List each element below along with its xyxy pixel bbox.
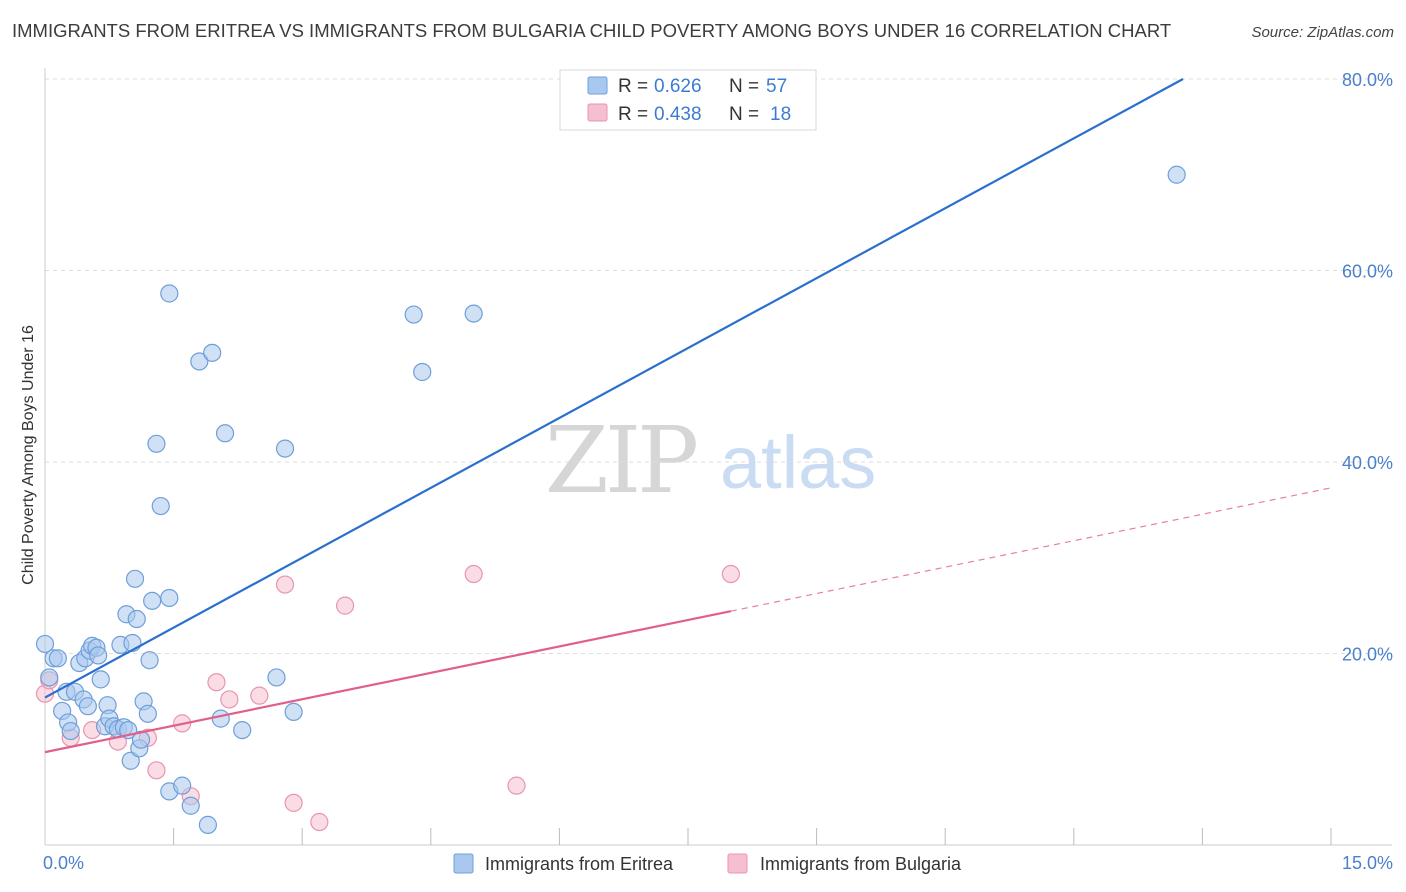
eritrea-point [181,796,200,815]
series-legend: Immigrants from Eritrea Immigrants from … [453,853,962,874]
legend-r-label: R = [618,104,648,125]
eritrea-point [198,815,217,834]
source-credit: Source: ZipAtlas.com [1251,24,1394,41]
eritrea-point [464,304,483,323]
eritrea-point [413,362,432,382]
eritrea-point [48,649,67,668]
y-tick-labels: 20.0% 40.0% 60.0% 80.0% [1342,70,1393,665]
eritrea-point [284,702,303,722]
eritrea-point [267,668,286,687]
trend-line-bulgaria-extension [730,487,1332,612]
series-eritrea-points [35,165,1186,834]
eritrea-point [1167,165,1186,184]
x-tick-label: 15.0% [1342,853,1393,873]
y-tick-label: 60.0% [1342,262,1393,282]
axes [44,68,1392,846]
bulgaria-point [275,575,295,594]
legend-swatch-eritrea [587,76,608,95]
x-tick-label: 0.0% [43,853,84,873]
bulgaria-point [207,673,226,692]
eritrea-point [127,609,146,629]
eritrea-point [215,424,235,443]
eritrea-point [173,776,192,795]
bulgaria-point [721,564,740,584]
y-tick-label: 20.0% [1342,645,1393,665]
bulgaria-point [147,761,166,780]
legend-swatch-bulgaria [587,103,608,122]
eritrea-point [404,305,423,324]
bulgaria-point [220,690,239,709]
legend-n-label: N = [729,104,759,125]
eritrea-point [89,646,108,665]
series-legend-label-eritrea: Immigrants from Eritrea [485,854,674,874]
bulgaria-point [464,564,483,584]
trend-line-bulgaria [44,610,732,754]
series-legend-label-bulgaria: Immigrants from Bulgaria [760,854,962,874]
eritrea-point [151,496,170,516]
eritrea-point [143,591,162,610]
legend-r-bulgaria: 0.438 [654,104,702,125]
eritrea-point [78,697,97,716]
eritrea-point [203,343,222,362]
series-legend-swatch-eritrea [453,853,474,874]
eritrea-point [190,352,209,371]
legend-n-bulgaria: 18 [770,104,791,125]
eritrea-point [160,588,179,608]
eritrea-point [140,651,159,670]
trend-line-eritrea [44,78,1184,699]
trend-lines [44,78,1332,754]
eritrea-point [211,709,230,728]
eritrea-point [147,434,166,453]
chart-title: IMMIGRANTS FROM ERITREA VS IMMIGRANTS FR… [12,20,1172,41]
eritrea-point [40,668,59,687]
eritrea-point [121,751,140,770]
bulgaria-point [310,812,329,832]
eritrea-point [138,704,157,723]
eritrea-point [125,569,145,588]
watermark-zip: ZIP [545,407,696,514]
bulgaria-point [335,596,355,615]
y-axis-label: Child Poverty Among Boys Under 16 [20,325,37,585]
eritrea-point [61,721,80,741]
eritrea-point [91,670,110,689]
legend-r-eritrea: 0.626 [654,76,702,97]
series-legend-swatch-bulgaria [727,853,748,874]
eritrea-point [233,720,252,740]
eritrea-point [160,284,179,303]
y-tick-label: 40.0% [1342,453,1393,473]
eritrea-point [275,439,295,458]
bulgaria-point [284,793,303,812]
legend-n-eritrea: 57 [766,76,787,97]
eritrea-point [35,634,55,654]
bulgaria-point [507,776,526,795]
bulgaria-point [250,686,269,705]
x-tick-labels: 0.0% 15.0% [43,853,1393,873]
legend-r-label: R = [618,76,648,97]
eritrea-point [131,730,151,749]
stats-legend: R = 0.626 N = 57 R = 0.438 N = 18 [559,69,817,131]
y-tick-label: 80.0% [1342,70,1393,90]
grid-lines [45,78,1392,654]
legend-n-label: N = [729,76,759,97]
